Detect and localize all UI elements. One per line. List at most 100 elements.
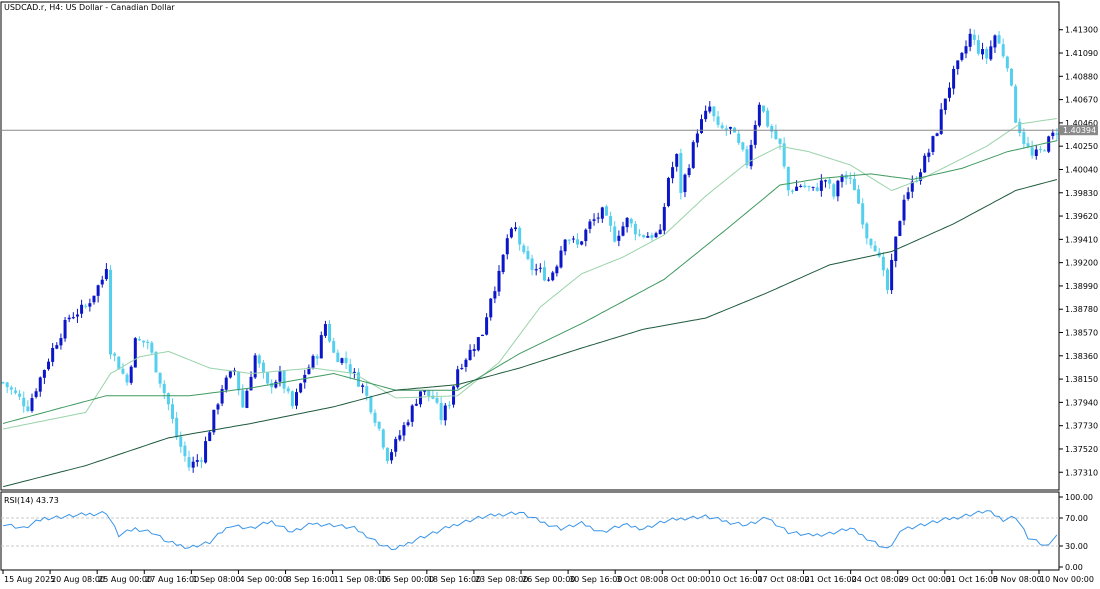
candle-body: [381, 429, 385, 448]
candle-body: [245, 390, 249, 408]
candle: [762, 105, 766, 113]
candle-body: [526, 251, 530, 259]
candle-body: [1, 382, 5, 384]
candle: [869, 237, 873, 249]
candle: [509, 227, 513, 239]
candle: [567, 239, 571, 245]
candle: [625, 217, 629, 233]
candle-body: [241, 390, 245, 408]
candle-body: [679, 153, 683, 194]
time-tick-label: 5 Nov 08:00: [993, 575, 1042, 584]
candle: [394, 436, 398, 457]
candle: [63, 317, 67, 342]
candle-body: [919, 172, 923, 182]
candle-body: [621, 226, 625, 236]
candle-body: [9, 387, 13, 390]
candle: [638, 229, 642, 237]
candle: [563, 239, 567, 256]
time-tick-label: 1 Sep 08:00: [192, 575, 240, 584]
candle: [580, 240, 584, 246]
current-price-label: 1.40394: [1063, 126, 1096, 135]
candle: [943, 98, 947, 115]
candle-body: [894, 236, 898, 261]
chart-title: USDCAD.r, H4: US Dollar - Canadian Dolla…: [4, 3, 175, 12]
candle: [935, 132, 939, 137]
candle: [514, 222, 518, 232]
candle-body: [869, 238, 873, 246]
time-tick-label: 8 Oct 00:00: [663, 575, 710, 584]
candle: [617, 230, 621, 247]
candle: [356, 368, 360, 388]
rsi-tick-label: 30.00: [1065, 542, 1088, 551]
candle-body: [204, 441, 208, 463]
candle-body: [712, 106, 716, 117]
price-panel[interactable]: [0, 1, 1060, 491]
candle-body: [117, 356, 121, 370]
rsi-line: [3, 510, 1058, 551]
candle-body: [840, 175, 844, 182]
candle: [881, 251, 885, 277]
price-tick-label: 1.39620: [1065, 212, 1098, 221]
candle-body: [294, 392, 298, 406]
time-tick-label: 10 Nov 00:00: [1040, 575, 1094, 584]
candle-body: [972, 34, 976, 40]
candle: [741, 141, 745, 152]
candle-body: [927, 152, 931, 157]
price-tick-label: 1.40250: [1065, 142, 1098, 151]
candle: [212, 409, 216, 435]
candle-body: [1014, 86, 1018, 123]
candle-body: [943, 98, 947, 111]
candle-body: [1034, 149, 1038, 156]
candle-body: [580, 241, 584, 245]
candle-body: [985, 48, 989, 59]
rsi-panel[interactable]: [0, 491, 1060, 571]
candle: [154, 351, 158, 373]
candle: [171, 398, 175, 424]
candle: [146, 339, 150, 350]
candle: [125, 372, 129, 386]
candle: [823, 179, 827, 188]
candle-body: [981, 49, 985, 55]
candle: [530, 254, 534, 276]
candle-body: [935, 133, 939, 136]
time-tick-label: 27 Aug 16:00: [145, 575, 199, 584]
candle: [666, 176, 670, 208]
candle-body: [257, 355, 261, 364]
price-tick-label: 1.38360: [1065, 352, 1098, 361]
candle-body: [489, 298, 493, 318]
candle: [38, 376, 42, 397]
candle-body: [142, 340, 146, 343]
candle: [720, 122, 724, 130]
candle: [662, 203, 666, 235]
time-tick-label: 18 Sep 16:00: [428, 575, 481, 584]
candle: [551, 270, 555, 282]
candle-body: [596, 217, 600, 219]
candle: [228, 370, 232, 379]
candle-body: [220, 389, 224, 404]
candle: [848, 172, 852, 185]
candle-body: [993, 35, 997, 48]
candle: [1009, 68, 1013, 87]
candle: [447, 401, 451, 409]
candle-body: [873, 245, 877, 252]
candle-body: [555, 266, 559, 274]
candle: [96, 284, 100, 303]
candle-body: [803, 185, 807, 188]
candle-body: [443, 405, 447, 421]
candle-body: [844, 174, 848, 179]
candle: [927, 148, 931, 163]
candle: [522, 243, 526, 255]
candle: [414, 398, 418, 407]
candle-body: [104, 269, 108, 280]
candle-body: [745, 149, 749, 166]
candle-body: [906, 192, 910, 199]
price-tick-label: 1.40670: [1065, 96, 1098, 105]
candle: [47, 358, 51, 371]
candle: [873, 240, 877, 252]
candle: [418, 391, 422, 408]
candle-body: [898, 221, 902, 237]
candle: [142, 340, 146, 348]
candle-body: [208, 432, 212, 442]
